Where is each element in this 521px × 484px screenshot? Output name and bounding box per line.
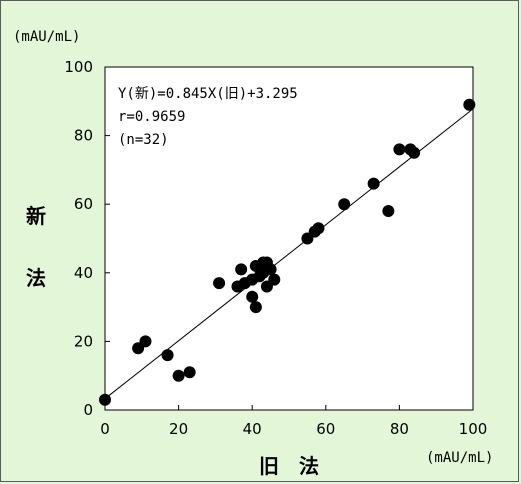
data-point bbox=[139, 335, 152, 348]
correlation-coefficient: r=0.9659 bbox=[118, 109, 185, 125]
data-point bbox=[235, 263, 248, 276]
y-tick-label: 20 bbox=[74, 332, 93, 350]
x-tick-label: 60 bbox=[316, 420, 335, 438]
data-point bbox=[463, 98, 476, 111]
sample-count: (n=32) bbox=[118, 132, 169, 148]
data-point bbox=[393, 143, 406, 156]
y-unit-label: (mAU/mL) bbox=[13, 29, 80, 45]
regression-equation: Y(新)=0.845X(旧)+3.295 bbox=[118, 86, 298, 102]
x-unit-label: (mAU/mL) bbox=[426, 450, 493, 466]
y-tick-label: 0 bbox=[83, 401, 93, 419]
x-tick-label: 0 bbox=[100, 420, 110, 438]
y-tick-label: 40 bbox=[74, 264, 93, 282]
y-tick-label: 60 bbox=[74, 195, 93, 213]
x-tick-label: 80 bbox=[390, 420, 409, 438]
y-tick-label: 100 bbox=[64, 58, 93, 76]
data-point bbox=[367, 177, 380, 190]
y-tick-label: 80 bbox=[74, 127, 93, 145]
data-point bbox=[172, 369, 185, 382]
x-tick-label: 40 bbox=[243, 420, 262, 438]
data-point bbox=[246, 290, 259, 303]
x-axis-label: 旧 法 bbox=[259, 454, 319, 478]
data-point bbox=[213, 277, 226, 290]
y-axis-label-char: 新 bbox=[26, 204, 46, 228]
data-point bbox=[312, 222, 325, 235]
x-tick-label: 20 bbox=[169, 420, 188, 438]
data-point bbox=[338, 198, 351, 211]
data-point bbox=[268, 273, 281, 286]
data-point bbox=[382, 205, 395, 218]
y-axis-label: 新法 bbox=[26, 204, 46, 290]
y-axis-label-char: 法 bbox=[26, 266, 46, 290]
data-point bbox=[99, 393, 111, 406]
data-point bbox=[408, 146, 421, 159]
data-point bbox=[183, 366, 196, 379]
data-point bbox=[249, 301, 262, 314]
x-tick-label: 100 bbox=[459, 420, 488, 438]
data-point bbox=[161, 349, 174, 362]
data-point bbox=[264, 263, 277, 276]
